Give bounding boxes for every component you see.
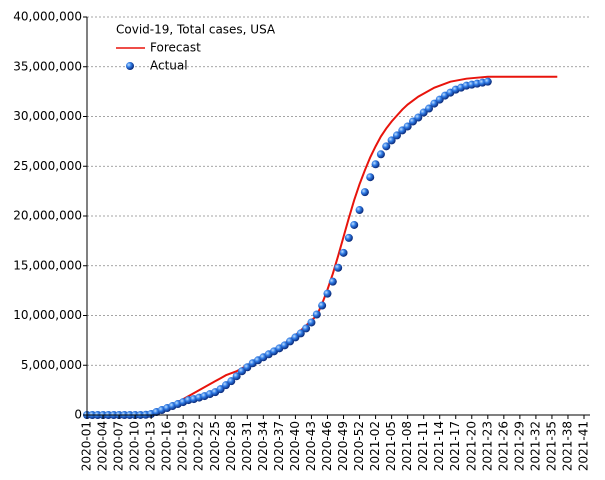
x-tick-label: 2021-41 [577, 421, 591, 471]
legend-title: Covid-19, Total cases, USA [116, 23, 276, 37]
x-tick-label: 2021-17 [448, 421, 462, 471]
x-tick-label: 2020-28 [224, 421, 238, 471]
actual-point [366, 173, 375, 182]
x-tick-label: 2020-07 [112, 421, 126, 471]
forecast-line [87, 75, 558, 416]
x-tick-label: 2020-43 [304, 421, 318, 471]
x-tick-label: 2020-40 [288, 421, 302, 471]
x-tick-label: 2020-31 [240, 421, 254, 471]
x-tick-label: 2021-29 [512, 421, 526, 471]
actual-point [360, 188, 369, 197]
x-tick-label: 2021-02 [368, 421, 382, 471]
actual-point [232, 372, 241, 381]
y-tick-label: 5,000,000 [21, 358, 82, 372]
y-tick-label: 35,000,000 [13, 59, 82, 73]
y-tick-label: 15,000,000 [13, 258, 82, 272]
actual-point [339, 248, 348, 257]
x-tick-label: 2021-32 [528, 421, 542, 471]
y-tick-label: 25,000,000 [13, 159, 82, 173]
actual-point [323, 289, 332, 298]
y-tick-label: 30,000,000 [13, 109, 82, 123]
x-tick-label: 2020-01 [80, 421, 94, 471]
actual-point [414, 113, 423, 122]
actual-point [334, 263, 343, 272]
actual-point [328, 277, 337, 286]
x-tick-label: 2021-11 [416, 421, 430, 471]
actual-point [307, 318, 316, 327]
x-tick-label: 2020-25 [208, 421, 222, 471]
x-tick-label: 2020-52 [352, 421, 366, 471]
x-tick-label: 2021-38 [560, 421, 574, 471]
actual-point [302, 324, 311, 333]
x-tick-label: 2020-13 [144, 421, 158, 471]
x-tick-label: 2020-37 [272, 421, 286, 471]
x-tick-label: 2020-49 [336, 421, 350, 471]
actual-point [376, 150, 385, 159]
x-tick-label: 2020-22 [192, 421, 206, 471]
actual-point [403, 122, 412, 131]
x-tick-label: 2020-16 [160, 421, 174, 471]
actual-point [350, 220, 359, 229]
x-tick-label: 2021-35 [544, 421, 558, 471]
y-tick-label: 10,000,000 [13, 308, 82, 322]
actual-point [371, 160, 380, 169]
legend-marker [126, 62, 134, 70]
actual-point [344, 233, 353, 242]
x-tick-label: 2020-46 [320, 421, 334, 471]
x-tick-label: 2020-19 [176, 421, 190, 471]
actual-point [355, 206, 364, 215]
actual-point [392, 131, 401, 140]
x-tick-label: 2021-23 [480, 421, 494, 471]
actual-point [318, 301, 327, 310]
actual-point [483, 77, 492, 86]
legend-label: Actual [150, 59, 188, 73]
x-tick-label: 2021-14 [432, 421, 446, 471]
x-tick-label: 2020-04 [96, 421, 110, 471]
actual-point [227, 377, 236, 386]
actual-point [425, 104, 434, 113]
actual-point [382, 142, 391, 151]
y-tick-label: 40,000,000 [13, 10, 82, 24]
x-tick-label: 2021-08 [400, 421, 414, 471]
actual-point [296, 329, 305, 338]
legend-label: Forecast [150, 41, 201, 55]
x-tick-label: 2020-10 [128, 421, 142, 471]
actual-point [312, 310, 321, 319]
x-tick-label: 2021-05 [384, 421, 398, 471]
actual-point [387, 136, 396, 145]
x-tick-label: 2021-20 [464, 421, 478, 471]
x-tick-label: 2020-34 [256, 421, 270, 471]
y-tick-label: 20,000,000 [13, 209, 82, 223]
y-tick-label: 0 [74, 408, 82, 422]
x-tick-label: 2021-26 [496, 421, 510, 471]
